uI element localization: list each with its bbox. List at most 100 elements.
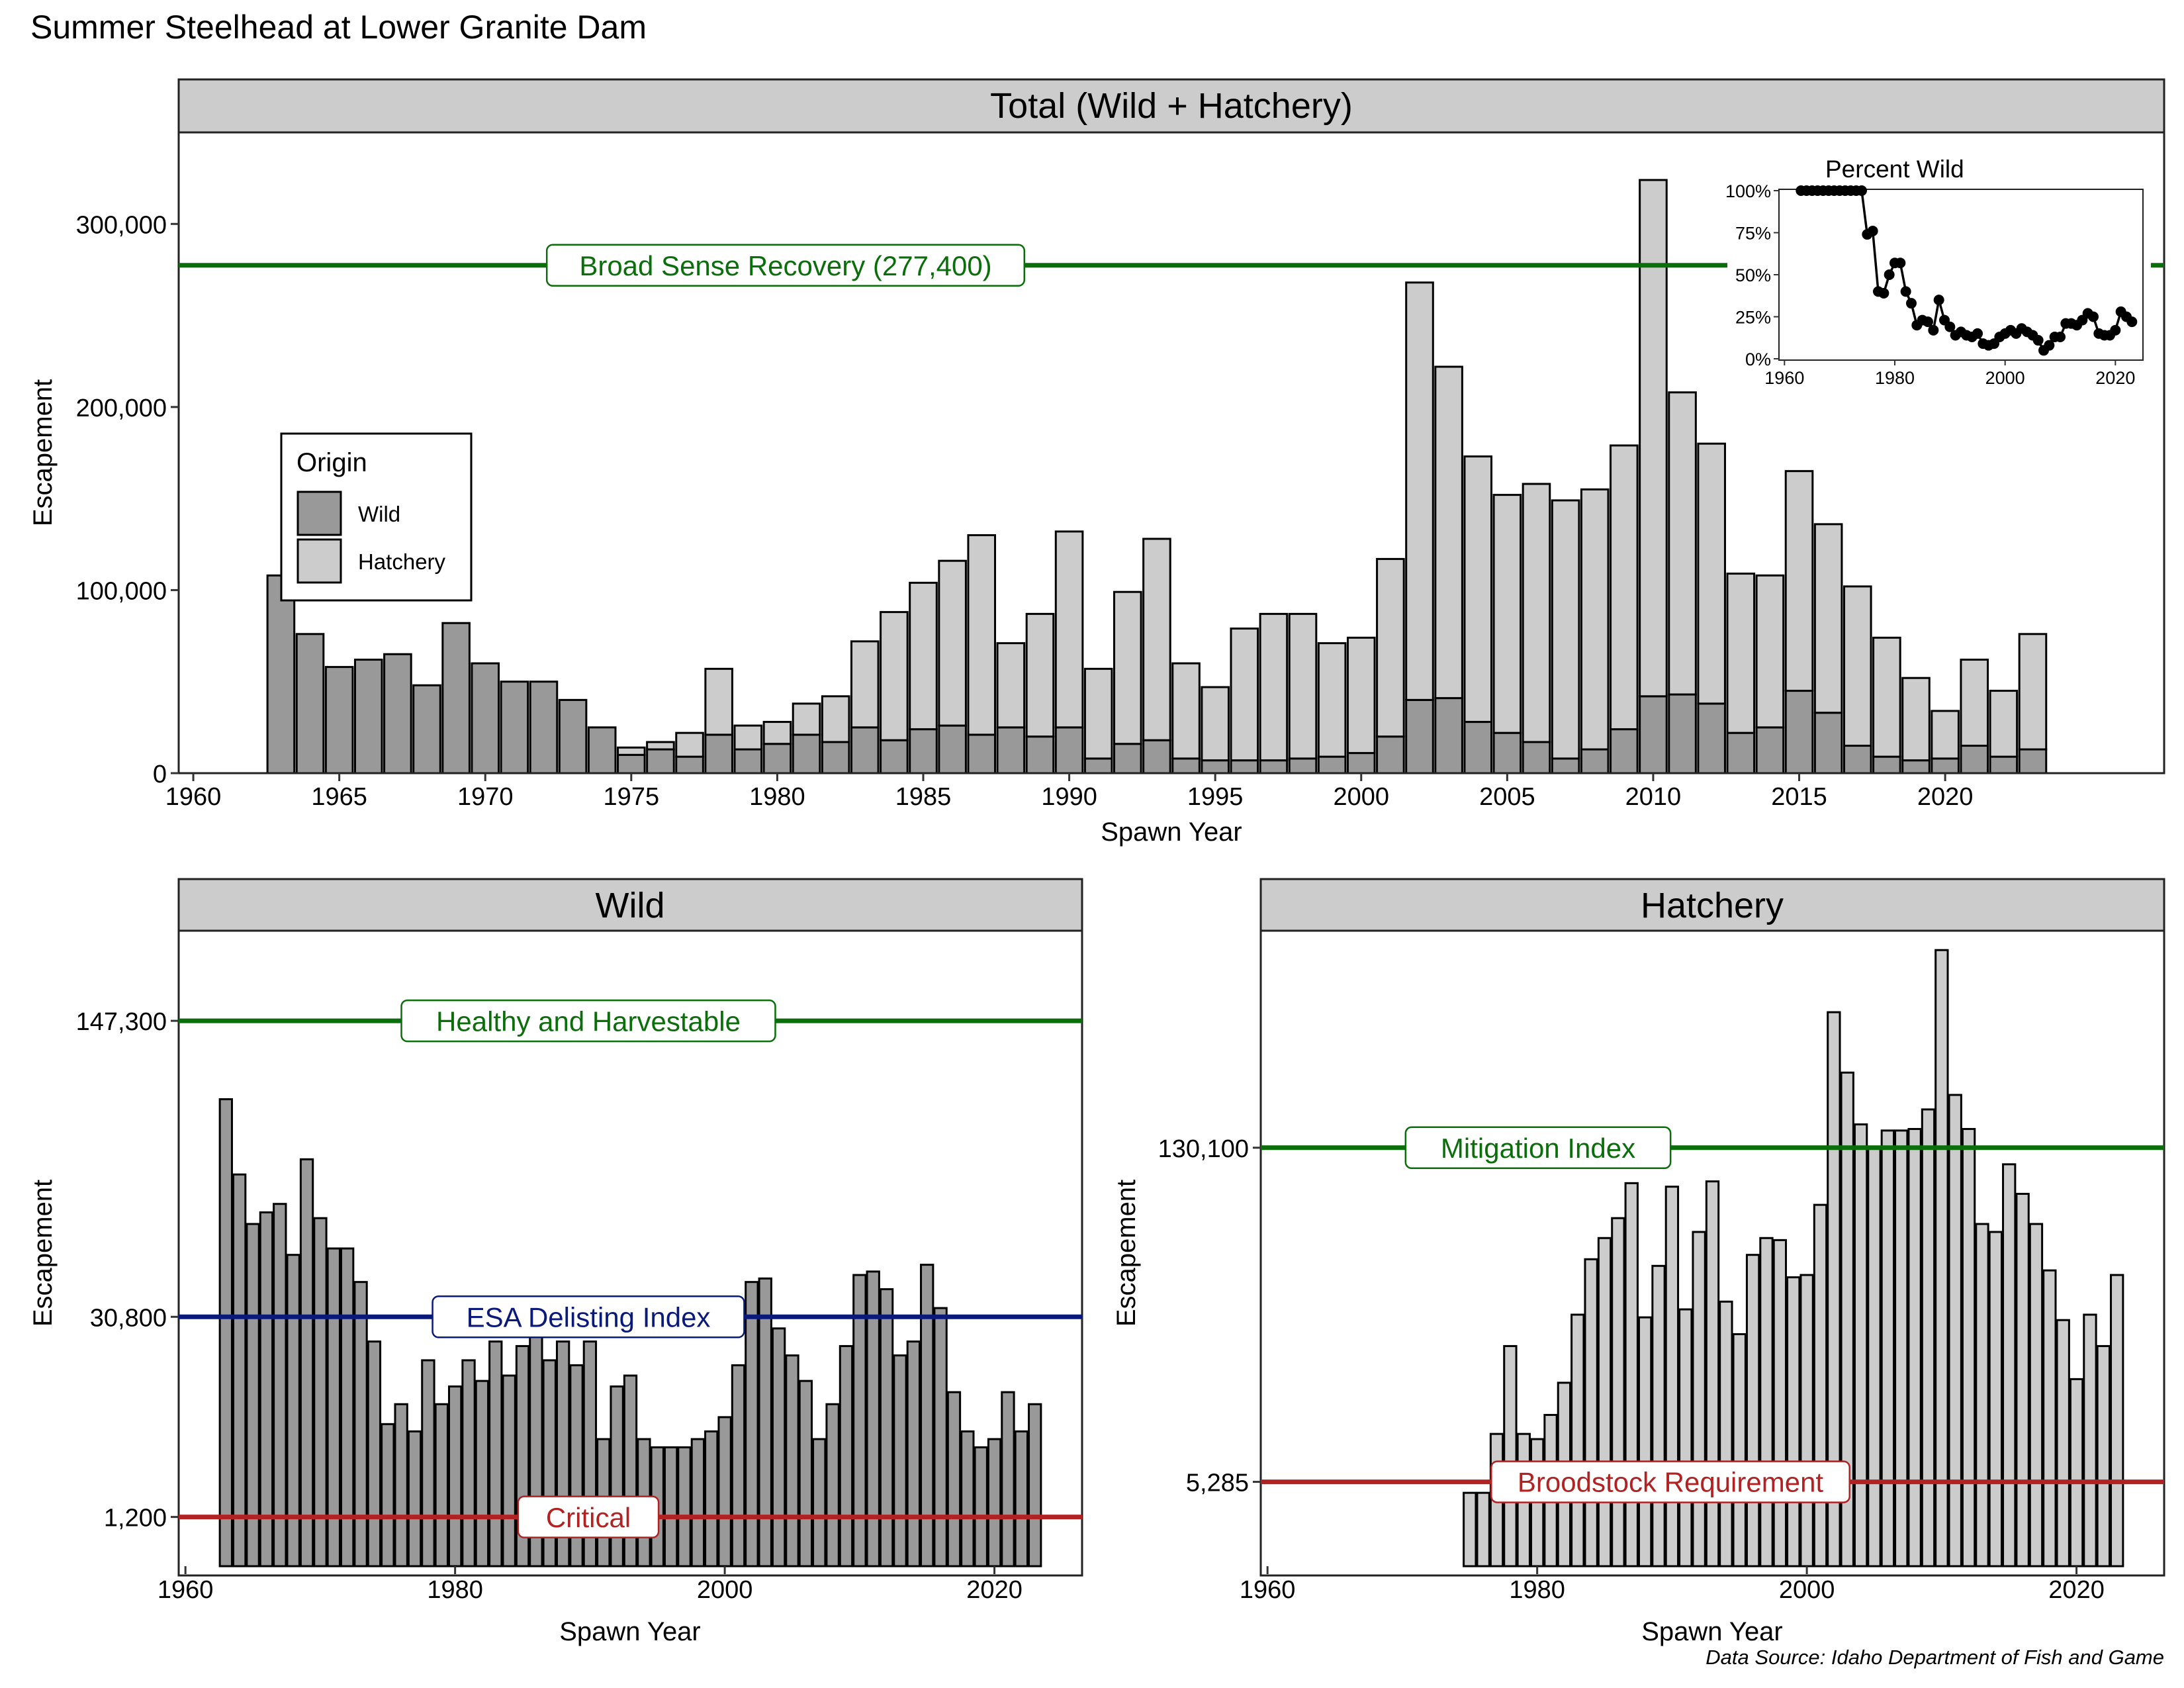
reference-line-label-box <box>517 1495 660 1538</box>
total-bar-wild <box>1697 702 1726 774</box>
bar <box>1853 1123 1868 1568</box>
legend-label-wild: Wild <box>358 502 400 526</box>
total-bar-hatchery <box>617 746 646 756</box>
hatchery-x-axis: 1960 1980 2000 2020 <box>1240 1566 2105 1604</box>
bar <box>1799 1274 1814 1568</box>
total-bar-wild <box>1639 695 1668 774</box>
total-bar-wild <box>1755 726 1785 774</box>
total-bar-wild <box>1405 698 1434 774</box>
bar <box>677 1446 692 1568</box>
total-bar-wild <box>1083 757 1113 774</box>
total-bar-wild <box>1901 759 1931 774</box>
bar <box>866 1270 880 1568</box>
bar <box>313 1217 328 1568</box>
panel-hatchery: Hatchery 5,285 130,100 1960 1980 2000 2020 S… <box>1112 878 2165 1646</box>
bar <box>2002 1163 2017 1568</box>
total-bar-wild <box>1025 735 1055 774</box>
bar <box>2069 1378 2084 1568</box>
inset-y-tick-label: 25% <box>1735 308 1771 328</box>
panel-total-frame <box>177 131 2165 774</box>
total-bar-wild <box>1492 731 1522 774</box>
x-tick-label: 1995 <box>1187 783 1244 811</box>
reference-line-label: Mitigation Index <box>1441 1133 1635 1164</box>
total-bar-wild <box>383 653 412 774</box>
total-bar-wild <box>1784 690 1814 774</box>
total-bar-hatchery <box>1726 573 1756 734</box>
bar <box>1503 1344 1518 1568</box>
panel-wild-strip-label: Wild <box>596 886 665 925</box>
inset-point <box>2044 340 2055 351</box>
x-tick-label: 2020 <box>966 1576 1023 1604</box>
total-bar-hatchery <box>1083 667 1113 760</box>
y-tick-label: 5,285 <box>1186 1470 1249 1497</box>
total-bar-hatchery <box>996 642 1026 729</box>
bar <box>987 1438 1002 1568</box>
x-tick-label: 1970 <box>457 783 514 811</box>
total-bar-hatchery <box>1434 365 1463 700</box>
bar <box>461 1359 476 1568</box>
total-bar-hatchery <box>1872 636 1901 758</box>
total-bar-hatchery <box>1551 499 1580 760</box>
bar <box>1907 1128 1922 1568</box>
bar <box>1921 1108 1936 1568</box>
bar <box>2056 1319 2070 1568</box>
total-bar-hatchery <box>762 721 792 745</box>
total-x-axis: 1960 1965 1970 1975 1980 1985 1990 1995 2000 2005… <box>165 773 1973 811</box>
total-bar-hatchery <box>1259 612 1289 762</box>
total-y-axis-label: Escapement <box>28 379 58 526</box>
inset-x-tick-label: 1980 <box>1875 368 1915 388</box>
total-bar-wild <box>529 680 559 774</box>
total-bar-wild <box>1201 759 1230 774</box>
bar <box>488 1340 503 1568</box>
bar <box>2015 1192 2030 1568</box>
total-bar-wild <box>617 753 646 774</box>
x-tick-label: 1960 <box>1240 1576 1296 1604</box>
bar <box>798 1380 813 1568</box>
total-bar-wild <box>675 755 704 774</box>
total-bar-hatchery <box>1697 442 1726 705</box>
reference-line-label-box <box>432 1295 745 1338</box>
x-tick-label: 2015 <box>1771 783 1827 811</box>
total-bar-hatchery <box>1376 557 1405 738</box>
bar <box>232 1173 247 1568</box>
x-tick-label: 2000 <box>1779 1576 1835 1604</box>
bar <box>717 1416 732 1568</box>
total-bar-wild <box>1813 712 1843 774</box>
total-bar-hatchery <box>646 741 675 751</box>
inset-point <box>1972 328 1983 339</box>
figure-title: Summer Steelhead at Lower Granite Dam <box>30 9 647 46</box>
x-tick-label: 1980 <box>1509 1576 1565 1604</box>
total-bar-hatchery <box>675 731 704 758</box>
panel-wild-strip <box>177 878 1083 932</box>
bar <box>1692 1231 1706 1568</box>
total-bar-hatchery <box>1288 612 1318 760</box>
total-bar-hatchery <box>1054 530 1084 729</box>
inset-y-tick-label: 0% <box>1745 350 1771 369</box>
bar <box>2028 1223 2044 1568</box>
wild-x-axis: 1960 1980 2000 2020 <box>158 1566 1023 1604</box>
inset-point <box>1895 258 1906 269</box>
inset-point <box>1928 324 1939 336</box>
total-bar-hatchery <box>1346 636 1376 755</box>
wild-reference-lines: Healthy and Harvestable ESA Delisting Ind… <box>179 999 1082 1538</box>
total-bar-wild <box>1288 757 1318 774</box>
total-bar-wild <box>704 733 733 774</box>
panel-total-strip-label: Total (Wild + Hatchery) <box>990 86 1353 126</box>
total-bar-hatchery <box>1492 494 1522 734</box>
bar <box>1624 1182 1639 1568</box>
total-bar-wild <box>1054 726 1084 774</box>
total-y-axis: 0 100,000 200,000 300,000 <box>76 211 179 788</box>
total-bar-wild <box>1843 745 1872 774</box>
total-bar-wild <box>1171 757 1201 774</box>
hatchery-y-axis: 5,285 130,100 <box>1158 1135 1261 1497</box>
total-bar-wild <box>295 633 325 774</box>
bar <box>407 1430 422 1568</box>
bar <box>1664 1186 1680 1568</box>
panel-wild: Wild 1,200 30,800 147,300 1960 1980 2000 2020… <box>28 878 1083 1646</box>
inset-point <box>2088 311 2099 322</box>
total-bar-wild <box>646 748 675 774</box>
total-bar-wild <box>967 733 997 774</box>
bar <box>502 1374 516 1568</box>
total-bar-wild <box>2018 748 2048 774</box>
inset-point <box>2055 331 2066 342</box>
